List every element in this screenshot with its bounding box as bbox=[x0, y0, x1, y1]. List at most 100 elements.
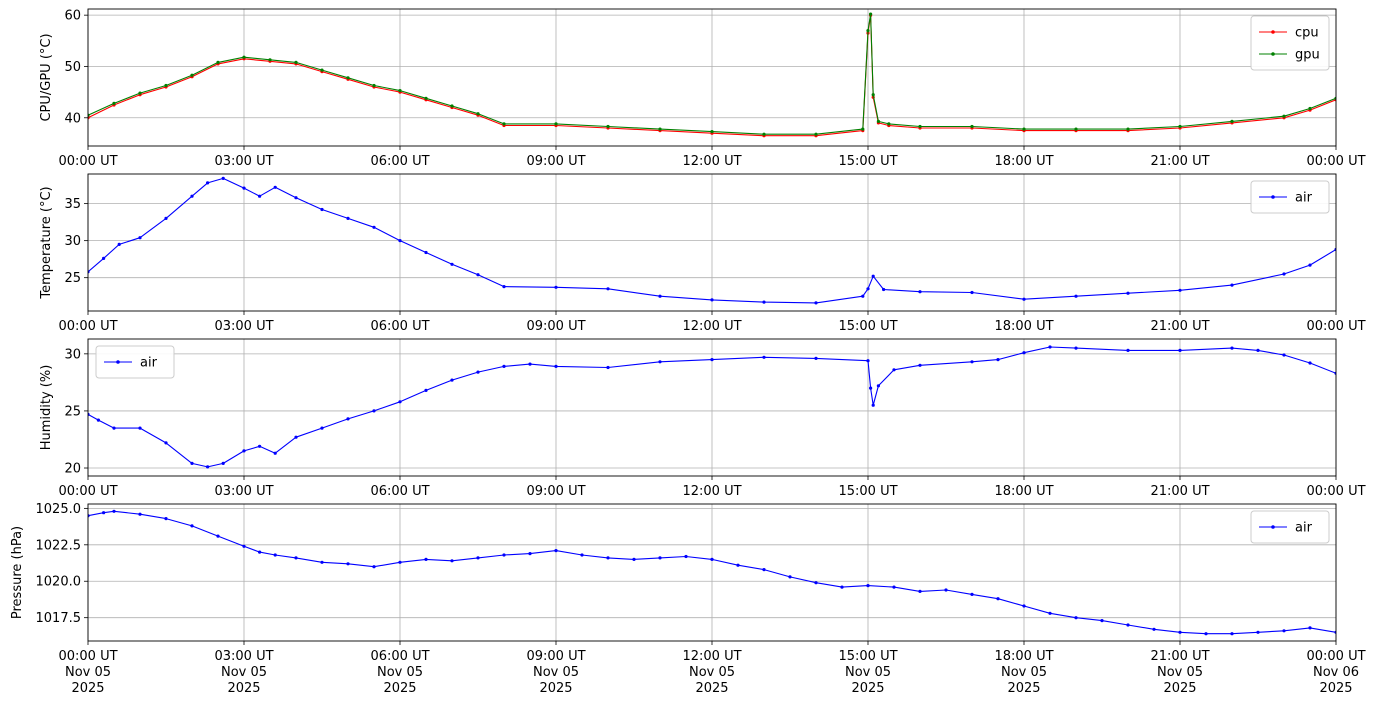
x-tick-label: 03:00 UT bbox=[214, 319, 273, 334]
data-point-air bbox=[1230, 632, 1234, 636]
data-point-air bbox=[710, 358, 714, 362]
legend-label: gpu bbox=[1295, 48, 1320, 63]
x-tick-label: 06:00 UT bbox=[370, 154, 429, 169]
data-point-air bbox=[190, 461, 194, 465]
y-tick-label: 1017.5 bbox=[36, 611, 82, 626]
cpu-gpu-panel: 00:00 UT 03:00 UT 06:00 UT 09:00 UT 12:00 UT… bbox=[39, 8, 1366, 169]
data-point-air bbox=[882, 287, 886, 292]
y-tick-label: 50 bbox=[64, 60, 81, 75]
data-point-air bbox=[871, 403, 875, 407]
data-point-air bbox=[102, 511, 106, 515]
data-point-gpu bbox=[294, 60, 298, 64]
data-point-air bbox=[206, 465, 210, 469]
data-point-air bbox=[554, 549, 558, 553]
x-tick-label-line: 2025 bbox=[539, 681, 572, 696]
data-point-air bbox=[242, 544, 246, 548]
data-point-gpu bbox=[710, 130, 714, 134]
legend-label: air bbox=[140, 356, 158, 371]
data-point-gpu bbox=[1308, 106, 1312, 111]
x-tick-label: 03:00 UT bbox=[214, 484, 273, 499]
data-point-air bbox=[554, 285, 558, 289]
legend: air bbox=[1250, 180, 1330, 214]
legend-label: air bbox=[1295, 521, 1313, 536]
x-tick-label-line: Nov 05 bbox=[377, 665, 423, 680]
legend: air bbox=[95, 345, 175, 379]
legend-box bbox=[95, 345, 175, 379]
data-point-air bbox=[476, 273, 480, 277]
x-tick-label-line: 2025 bbox=[383, 681, 416, 696]
data-point-air bbox=[632, 557, 636, 562]
data-point-air bbox=[502, 285, 506, 289]
x-tick-label: 06:00 UT bbox=[370, 484, 429, 499]
data-point-air bbox=[450, 378, 454, 382]
x-tick-label: 09:00 UT bbox=[526, 319, 585, 334]
data-point-air bbox=[346, 216, 350, 220]
data-point-air bbox=[970, 360, 974, 364]
x-tick-label: 21:00 UT bbox=[1150, 154, 1209, 169]
data-point-gpu bbox=[138, 91, 142, 95]
x-tick-label-line: 06:00 UT bbox=[370, 649, 429, 664]
x-tick-label-line: 06:00 UT bbox=[370, 319, 429, 334]
x-tick-label: 21:00 UT Nov 05 2025 bbox=[1150, 649, 1209, 696]
x-tick-label: 18:00 UT Nov 05 2025 bbox=[994, 649, 1053, 696]
data-point-air bbox=[346, 417, 350, 421]
data-point-air bbox=[658, 360, 662, 364]
data-point-air bbox=[294, 556, 298, 560]
data-point-air bbox=[1022, 297, 1026, 301]
plot-frame bbox=[87, 173, 1337, 312]
x-tick-label-line: 15:00 UT bbox=[838, 649, 897, 664]
x-tick-label: 12:00 UT Nov 05 2025 bbox=[682, 649, 741, 696]
data-point-gpu bbox=[1074, 127, 1078, 131]
x-tick-label-line: 09:00 UT bbox=[526, 649, 585, 664]
data-point-air bbox=[580, 553, 584, 557]
x-tick-label-line: Nov 05 bbox=[845, 665, 891, 680]
data-point-gpu bbox=[658, 127, 662, 131]
data-point-air bbox=[1230, 283, 1234, 287]
series-line-air bbox=[88, 177, 1336, 304]
y-tick-label: 1025.0 bbox=[36, 502, 82, 517]
data-point-air bbox=[918, 290, 922, 294]
legend-swatch-marker bbox=[1271, 525, 1275, 529]
x-tick-label-line: 15:00 UT bbox=[838, 154, 897, 169]
data-point-air bbox=[476, 556, 480, 560]
data-point-air bbox=[1074, 346, 1078, 350]
data-point-air bbox=[1256, 348, 1260, 352]
x-tick-label-line: 00:00 UT bbox=[1306, 484, 1365, 499]
data-point-air bbox=[1178, 288, 1182, 292]
x-tick-label: 15:00 UT bbox=[838, 319, 897, 334]
data-point-air bbox=[138, 426, 142, 430]
y-tick-label: 20 bbox=[64, 462, 81, 477]
x-tick-label: 06:00 UT Nov 05 2025 bbox=[370, 649, 429, 696]
data-point-air bbox=[117, 242, 121, 246]
data-point-air bbox=[814, 356, 818, 360]
x-tick-label: 00:00 UT Nov 05 2025 bbox=[58, 649, 117, 696]
data-point-air bbox=[372, 565, 376, 569]
x-tick-label-line: 2025 bbox=[1007, 681, 1040, 696]
x-tick-label: 18:00 UT bbox=[994, 319, 1053, 334]
legend-swatch-marker bbox=[1271, 30, 1275, 34]
data-point-air bbox=[918, 363, 922, 367]
data-point-air bbox=[372, 225, 376, 229]
data-point-air bbox=[554, 364, 558, 368]
data-point-air bbox=[606, 365, 610, 370]
x-tick-label-line: 09:00 UT bbox=[526, 154, 585, 169]
series-group bbox=[88, 12, 1336, 138]
legend-swatch-marker bbox=[116, 360, 120, 364]
data-point-air bbox=[1074, 294, 1078, 298]
data-point-gpu bbox=[554, 122, 558, 126]
x-tick-label-line: Nov 05 bbox=[533, 665, 579, 680]
x-tick-label: 00:00 UT bbox=[58, 154, 117, 169]
x-tick-label-line: 00:00 UT bbox=[58, 154, 117, 169]
x-tick-label: 03:00 UT Nov 05 2025 bbox=[214, 649, 273, 696]
data-point-air bbox=[944, 588, 948, 592]
x-tick-label: 09:00 UT Nov 05 2025 bbox=[526, 649, 585, 696]
data-point-air bbox=[892, 368, 896, 372]
x-tick-label: 21:00 UT bbox=[1150, 484, 1209, 499]
data-point-air bbox=[658, 556, 662, 560]
legend-box bbox=[1250, 180, 1330, 214]
data-point-gpu bbox=[1178, 124, 1182, 129]
legend-label: air bbox=[1295, 191, 1313, 206]
data-point-gpu bbox=[242, 55, 246, 59]
legend-swatch-marker bbox=[1271, 52, 1275, 56]
y-tick-label: 1022.5 bbox=[36, 538, 82, 553]
